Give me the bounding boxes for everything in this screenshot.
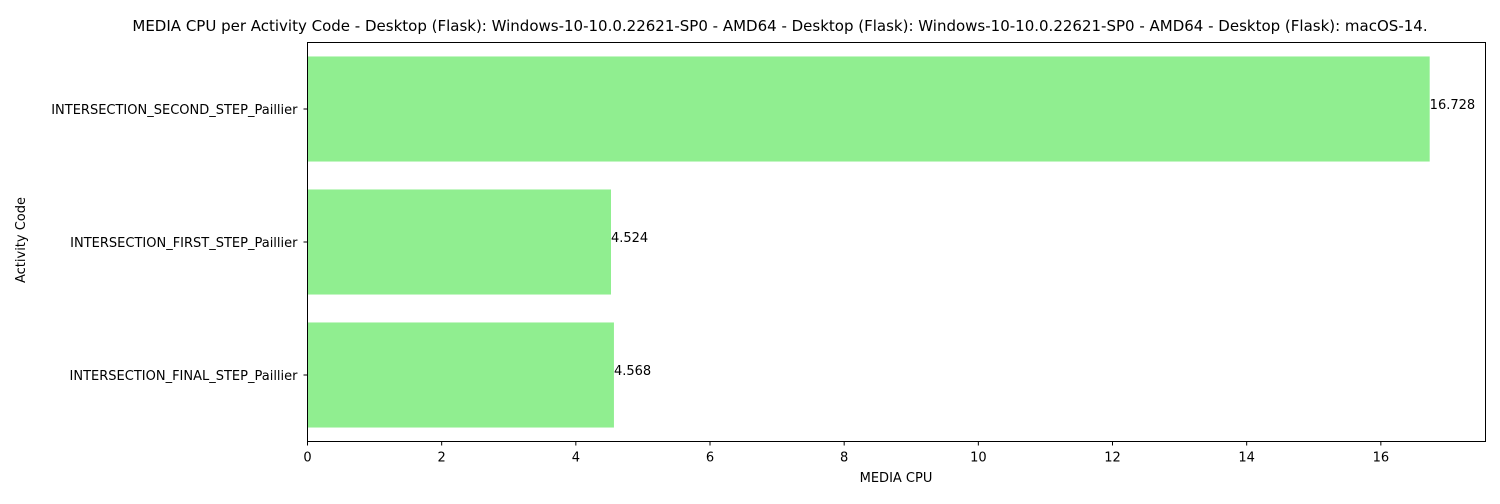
x-tick-label: 2 bbox=[438, 451, 446, 466]
bar-1 bbox=[307, 56, 1430, 162]
x-tick-label: 12 bbox=[1104, 451, 1121, 466]
plot-area: 16.728 INTERSECTION_SECOND_STEP_Paillier 4… bbox=[51, 56, 1476, 466]
x-tick-label: 0 bbox=[303, 451, 311, 466]
x-tick-label: 10 bbox=[970, 451, 987, 466]
plot-frame bbox=[307, 42, 1486, 442]
x-tick-label: 4 bbox=[572, 451, 580, 466]
y-tick-label: INTERSECTION_FINAL_STEP_Paillier bbox=[70, 369, 299, 384]
x-axis-label: MEDIA CPU bbox=[860, 471, 933, 486]
y-tick-label: INTERSECTION_FIRST_STEP_Paillier bbox=[70, 236, 298, 251]
bar-value-label-1: 16.728 bbox=[1430, 98, 1476, 113]
bar-value-label-3: 4.568 bbox=[614, 364, 651, 379]
y-axis-label: Activity Code bbox=[14, 197, 29, 283]
x-tick-label: 14 bbox=[1238, 451, 1255, 466]
y-tick-label: INTERSECTION_SECOND_STEP_Paillier bbox=[51, 103, 298, 118]
bar-value-label-2: 4.524 bbox=[611, 231, 648, 246]
x-tick-label: 8 bbox=[840, 451, 848, 466]
chart-title: MEDIA CPU per Activity Code - Desktop (F… bbox=[132, 17, 1427, 35]
x-tick-label: 6 bbox=[706, 451, 714, 466]
bar-2 bbox=[307, 189, 611, 295]
bar-3 bbox=[307, 322, 614, 428]
x-tick-label: 16 bbox=[1373, 451, 1390, 466]
